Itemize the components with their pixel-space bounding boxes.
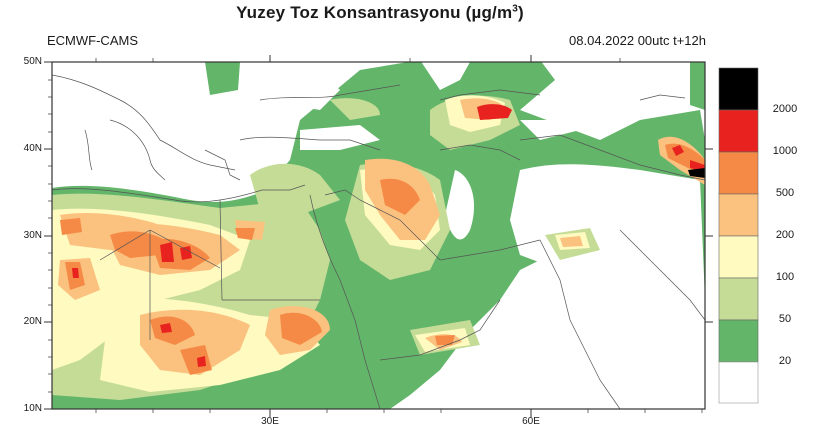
colorbar-label-1000: 1000: [772, 145, 798, 157]
lon-label-60e: 60E: [522, 416, 540, 427]
source-label: ECMWF-CAMS: [47, 33, 138, 48]
colorbar-label-500: 500: [775, 187, 795, 199]
lon-label-30e: 30E: [261, 416, 279, 427]
colorbar: [718, 67, 759, 404]
lat-label-40n: 40N: [23, 143, 42, 154]
colorbar-label-200: 200: [775, 229, 795, 241]
colorbar-label-50: 50: [778, 313, 792, 325]
valid-time-label: 08.04.2022 00utc t+12h: [569, 33, 706, 48]
lat-label-20n: 20N: [23, 316, 42, 327]
lat-label-30n: 30N: [23, 230, 42, 241]
country-borders: [52, 74, 705, 409]
concentration-field: [52, 62, 705, 409]
colorbar-label-2000: 2000: [772, 103, 798, 115]
lat-label-10n: 10N: [23, 403, 42, 414]
colorbar-label-20: 20: [778, 355, 792, 367]
lat-label-50n: 50N: [23, 56, 42, 67]
map-title: Yuzey Toz Konsantrasyonu (µg/m3): [236, 3, 524, 22]
colorbar-label-100: 100: [775, 271, 795, 283]
